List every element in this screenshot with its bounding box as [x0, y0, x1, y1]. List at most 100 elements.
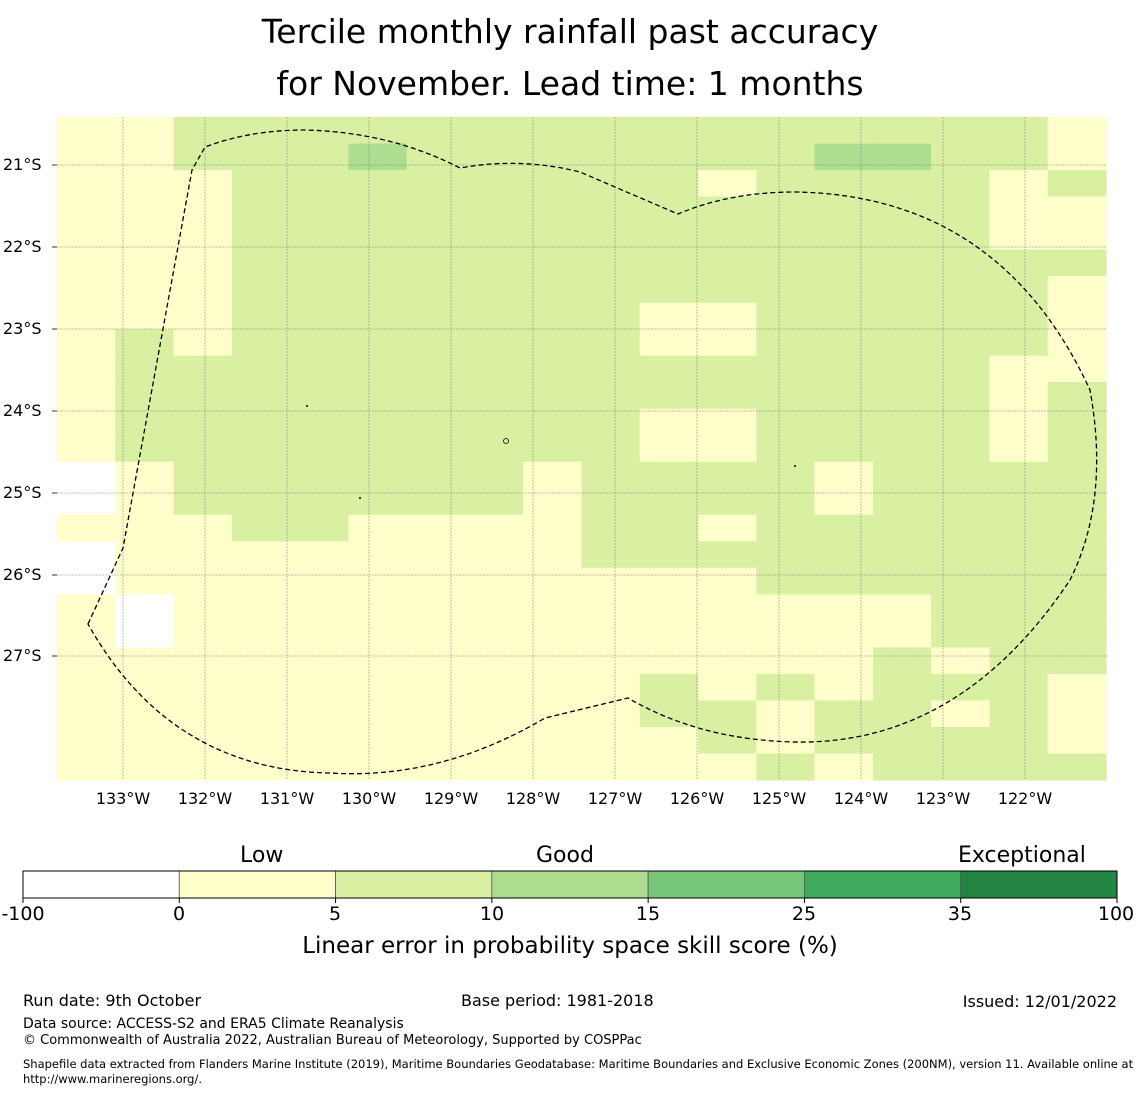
grid-cell: [931, 276, 991, 304]
grid-cell: [872, 170, 932, 198]
grid-cell: [464, 594, 524, 622]
grid-cell: [57, 726, 116, 755]
graticule: [52, 117, 1106, 780]
grid-cell: [581, 673, 641, 702]
grid-cell: [115, 700, 175, 728]
grid-cell: [173, 117, 233, 145]
grid-cell: [231, 196, 291, 224]
grid-cell: [581, 620, 641, 648]
grid-cell: [1047, 700, 1107, 728]
colorbar-category-good: Good: [536, 843, 594, 868]
grid-cell: [406, 673, 466, 702]
grid-cell: [639, 170, 699, 198]
grid-cell: [756, 567, 816, 595]
colorbar-outline: [22, 870, 1118, 899]
grid-cell: [872, 223, 932, 251]
grid-cell: [989, 196, 1049, 224]
grid-cell: [756, 461, 816, 489]
colorbar-tick: 35: [947, 903, 973, 925]
grid-cell: [173, 726, 233, 755]
run-date: Run date: 9th October: [23, 991, 202, 1010]
grid-cell: [931, 594, 991, 622]
grid-cell: [173, 249, 233, 277]
grid-cell: [639, 117, 699, 145]
grid-cell: [1047, 726, 1107, 755]
grid-cell: [756, 382, 816, 410]
grid-cell: [756, 249, 816, 277]
grid-cell: [814, 753, 874, 781]
grid-cell: [1047, 435, 1107, 463]
grid-cell: [173, 647, 233, 675]
grid-cell: [348, 435, 408, 463]
grid-cell: [581, 302, 641, 330]
lat-label: 21°S: [3, 155, 42, 174]
grid-cell: [348, 408, 408, 436]
lat-label: 26°S: [3, 565, 42, 584]
grid-cell: [57, 673, 116, 702]
grid-cell: [872, 461, 932, 489]
grid-cell: [1047, 382, 1107, 410]
grid-cell: [290, 700, 349, 728]
grid-cell: [115, 488, 175, 516]
grid-cell: [639, 461, 699, 489]
grid-cell: [931, 753, 991, 781]
grid-cell: [814, 117, 874, 145]
colorbar-tick: 0: [172, 903, 186, 925]
grid-cell: [406, 620, 466, 648]
grid-cell: [406, 726, 466, 755]
grid-cell: [348, 196, 408, 224]
grid-cell: [348, 302, 408, 330]
grid-cell: [989, 143, 1049, 171]
grid-cell: [173, 541, 233, 569]
grid-cell: [464, 302, 524, 330]
grid-cell: [814, 302, 874, 330]
island-marker: [306, 405, 308, 407]
grid-cell: [698, 435, 757, 463]
grid-cell: [57, 541, 116, 569]
grid-cell: [57, 488, 116, 516]
lon-label: 123°W: [915, 789, 971, 808]
grid-cell: [464, 647, 524, 675]
grid-cell: [989, 408, 1049, 436]
grid-cell: [348, 143, 408, 171]
lat-label: 25°S: [3, 483, 42, 502]
grid-cell: [464, 700, 524, 728]
grid-cell: [523, 276, 583, 304]
grid-cell: [523, 488, 583, 516]
colorbar-tick: 15: [635, 903, 661, 925]
grid-cell: [523, 461, 583, 489]
grid-cell: [57, 620, 116, 648]
lat-label: 23°S: [3, 319, 42, 338]
grid-cell: [57, 223, 116, 251]
grid-cell: [406, 541, 466, 569]
lon-label: 122°W: [997, 789, 1053, 808]
grid-cell: [348, 673, 408, 702]
grid-cell: [639, 620, 699, 648]
grid-cell: [406, 594, 466, 622]
grid-cell: [639, 647, 699, 675]
grid-cell: [931, 223, 991, 251]
grid-cell: [464, 435, 524, 463]
lon-label: 130°W: [341, 789, 397, 808]
grid-cell: [931, 382, 991, 410]
grid-cell: [348, 541, 408, 569]
grid-cell: [698, 355, 757, 383]
grid-cell: [814, 249, 874, 277]
grid-cell: [115, 753, 175, 781]
grid-cell: [931, 488, 991, 516]
grid-cell: [698, 196, 757, 224]
grid-cell: [57, 329, 116, 357]
grid-cell: [639, 673, 699, 702]
grid-cell: [756, 143, 816, 171]
grid-cell: [231, 329, 291, 357]
grid-cell: [173, 143, 233, 171]
base-period: Base period: 1981-2018: [461, 991, 654, 1010]
grid-cell: [756, 196, 816, 224]
grid-cell: [464, 753, 524, 781]
grid-cell: [523, 567, 583, 595]
grid-cell: [989, 700, 1049, 728]
grid-cell: [231, 355, 291, 383]
grid-cell: [872, 249, 932, 277]
grid-cell: [872, 276, 932, 304]
grid-cell: [1047, 329, 1107, 357]
